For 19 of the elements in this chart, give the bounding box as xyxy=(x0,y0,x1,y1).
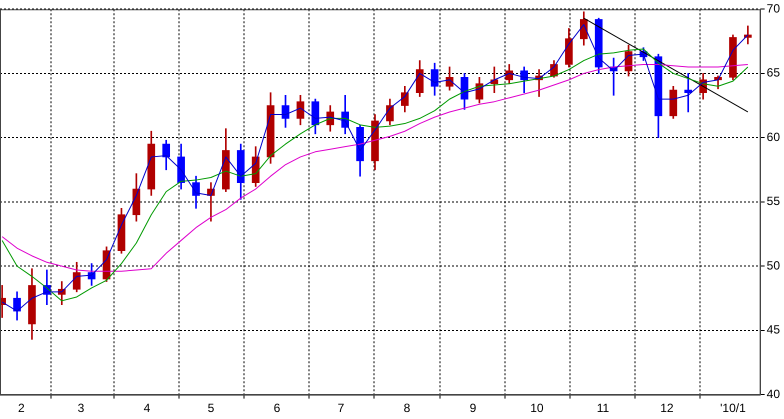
y-tick-label: 65 xyxy=(766,66,780,80)
x-tick-label: 9 xyxy=(470,401,477,416)
y-tick-label: 40 xyxy=(766,386,780,401)
y-tick-label: 70 xyxy=(766,2,780,16)
y-tick-label: 45 xyxy=(766,322,780,337)
y-tick-label: 60 xyxy=(766,130,780,144)
y-tick-label: 55 xyxy=(766,194,780,208)
x-tick-label: 10 xyxy=(530,401,544,416)
x-tick-label: 7 xyxy=(338,401,345,416)
y-tick-label: 50 xyxy=(766,258,780,272)
x-tick-label: 11 xyxy=(596,401,610,416)
x-tick-label: 8 xyxy=(404,401,411,416)
x-tick-label: 3 xyxy=(78,401,85,416)
x-tick-label: 12 xyxy=(660,401,674,416)
x-tick-label: 5 xyxy=(208,401,215,416)
x-tick-label: 6 xyxy=(274,401,281,416)
x-tick-label: '10/1 xyxy=(720,401,746,416)
x-tick-label: 4 xyxy=(144,401,151,416)
x-tick-label: 2 xyxy=(18,401,25,416)
